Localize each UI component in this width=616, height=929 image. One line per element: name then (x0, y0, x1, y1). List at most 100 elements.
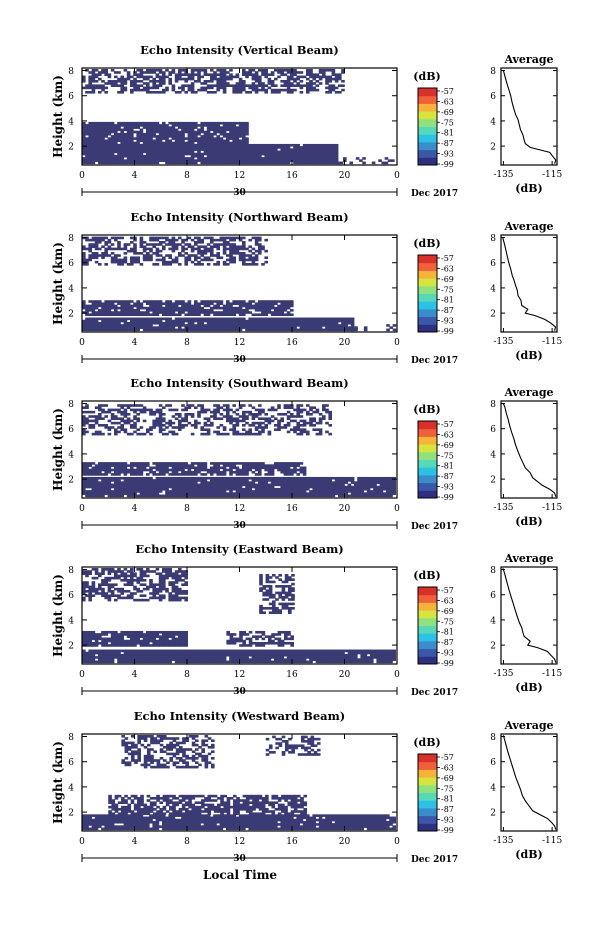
echo-cell (104, 154, 108, 158)
echo-cell (302, 483, 307, 487)
echo-cell (171, 86, 176, 90)
echo-cell (174, 300, 179, 303)
echo-cell (181, 130, 185, 134)
echo-cell (362, 161, 366, 165)
echo-cell (229, 421, 233, 425)
echo-cell (155, 421, 160, 425)
echo-cell (206, 247, 211, 251)
echo-cell (117, 326, 121, 329)
echo-cell (110, 476, 115, 480)
echo-cell (277, 426, 281, 429)
echo-cell (216, 430, 220, 434)
echo-cell (270, 152, 275, 156)
echo-cell (120, 121, 124, 125)
echo-cell (382, 479, 387, 482)
echo-cell (226, 476, 230, 480)
echo-cell (283, 146, 288, 149)
echo-cell (334, 490, 339, 493)
echo-cell (235, 152, 240, 156)
echo-cell (139, 238, 144, 242)
echo-cell (277, 421, 281, 425)
echo-cell (168, 324, 172, 327)
echo-cell (210, 245, 214, 249)
echo-cell (165, 492, 169, 495)
echo-cell (270, 487, 275, 491)
echo-cell (216, 260, 220, 264)
echo-cell (306, 88, 310, 92)
colorbar-swatch (418, 255, 437, 264)
echo-cell (203, 428, 208, 432)
echo-cell (194, 324, 198, 327)
x-tick-label: 16 (286, 171, 298, 181)
echo-cell (270, 466, 275, 470)
echo-cell (232, 154, 236, 158)
echo-cell (267, 146, 272, 149)
echo-cell (178, 137, 182, 140)
echo-cell (283, 304, 288, 308)
echo-cell (203, 236, 208, 240)
echo-cell (178, 306, 182, 310)
echo-cell (114, 79, 118, 83)
echo-cell (264, 419, 268, 423)
echo-cell (152, 84, 156, 87)
echo-cell (158, 426, 163, 429)
echo-cell (178, 424, 182, 427)
echo-cell (242, 150, 246, 154)
echo-cell (210, 68, 214, 72)
echo-cell (334, 328, 339, 332)
echo-cell (98, 137, 102, 140)
echo-cell (376, 492, 380, 495)
echo-cell (334, 492, 339, 495)
echo-cell (216, 494, 220, 498)
echo-cell (146, 490, 150, 493)
echo-cell (226, 150, 230, 154)
echo-cell (216, 130, 220, 134)
echo-cell (264, 487, 268, 491)
echo-cell (248, 302, 252, 306)
echo-cell (178, 139, 182, 143)
echo-cell (110, 483, 115, 487)
echo-cell (229, 326, 233, 329)
echo-cell (194, 258, 198, 262)
echo-cell (219, 470, 224, 474)
echo-cell (331, 487, 336, 491)
echo-cell (152, 328, 156, 332)
echo-cell (267, 494, 272, 498)
echo-cell (242, 139, 246, 143)
echo-cell (190, 75, 195, 79)
echo-cell (312, 417, 316, 421)
echo-cell (85, 466, 89, 470)
echo-cell (123, 245, 128, 249)
echo-cell (306, 485, 310, 489)
echo-cell (136, 408, 140, 412)
echo-cell (139, 466, 144, 470)
echo-cell (315, 73, 320, 76)
echo-cell (184, 157, 188, 160)
echo-cell (162, 306, 166, 310)
echo-cell (290, 317, 294, 321)
echo-cell (270, 419, 275, 423)
echo-cell (245, 141, 249, 145)
echo-cell (194, 426, 198, 429)
echo-cell (229, 417, 233, 421)
echo-cell (274, 319, 278, 323)
echo-cell (178, 300, 182, 303)
echo-cell (101, 159, 105, 162)
echo-cell (98, 132, 102, 136)
echo-cell (146, 321, 150, 325)
echo-cell (315, 143, 320, 147)
echo-cell (123, 146, 128, 149)
echo-cell (216, 245, 220, 249)
echo-cell (88, 321, 92, 325)
echo-cell (210, 90, 214, 94)
echo-cell (232, 75, 236, 79)
echo-cell (251, 326, 256, 329)
echo-cell (216, 492, 220, 495)
echo-cell (286, 430, 291, 434)
echo-cell (312, 146, 316, 149)
echo-cell (238, 148, 243, 151)
echo-cell (232, 417, 236, 421)
echo-cell (82, 132, 86, 136)
echo-cell (104, 324, 108, 327)
panel-title: Echo Intensity (Southward Beam) (130, 376, 348, 390)
